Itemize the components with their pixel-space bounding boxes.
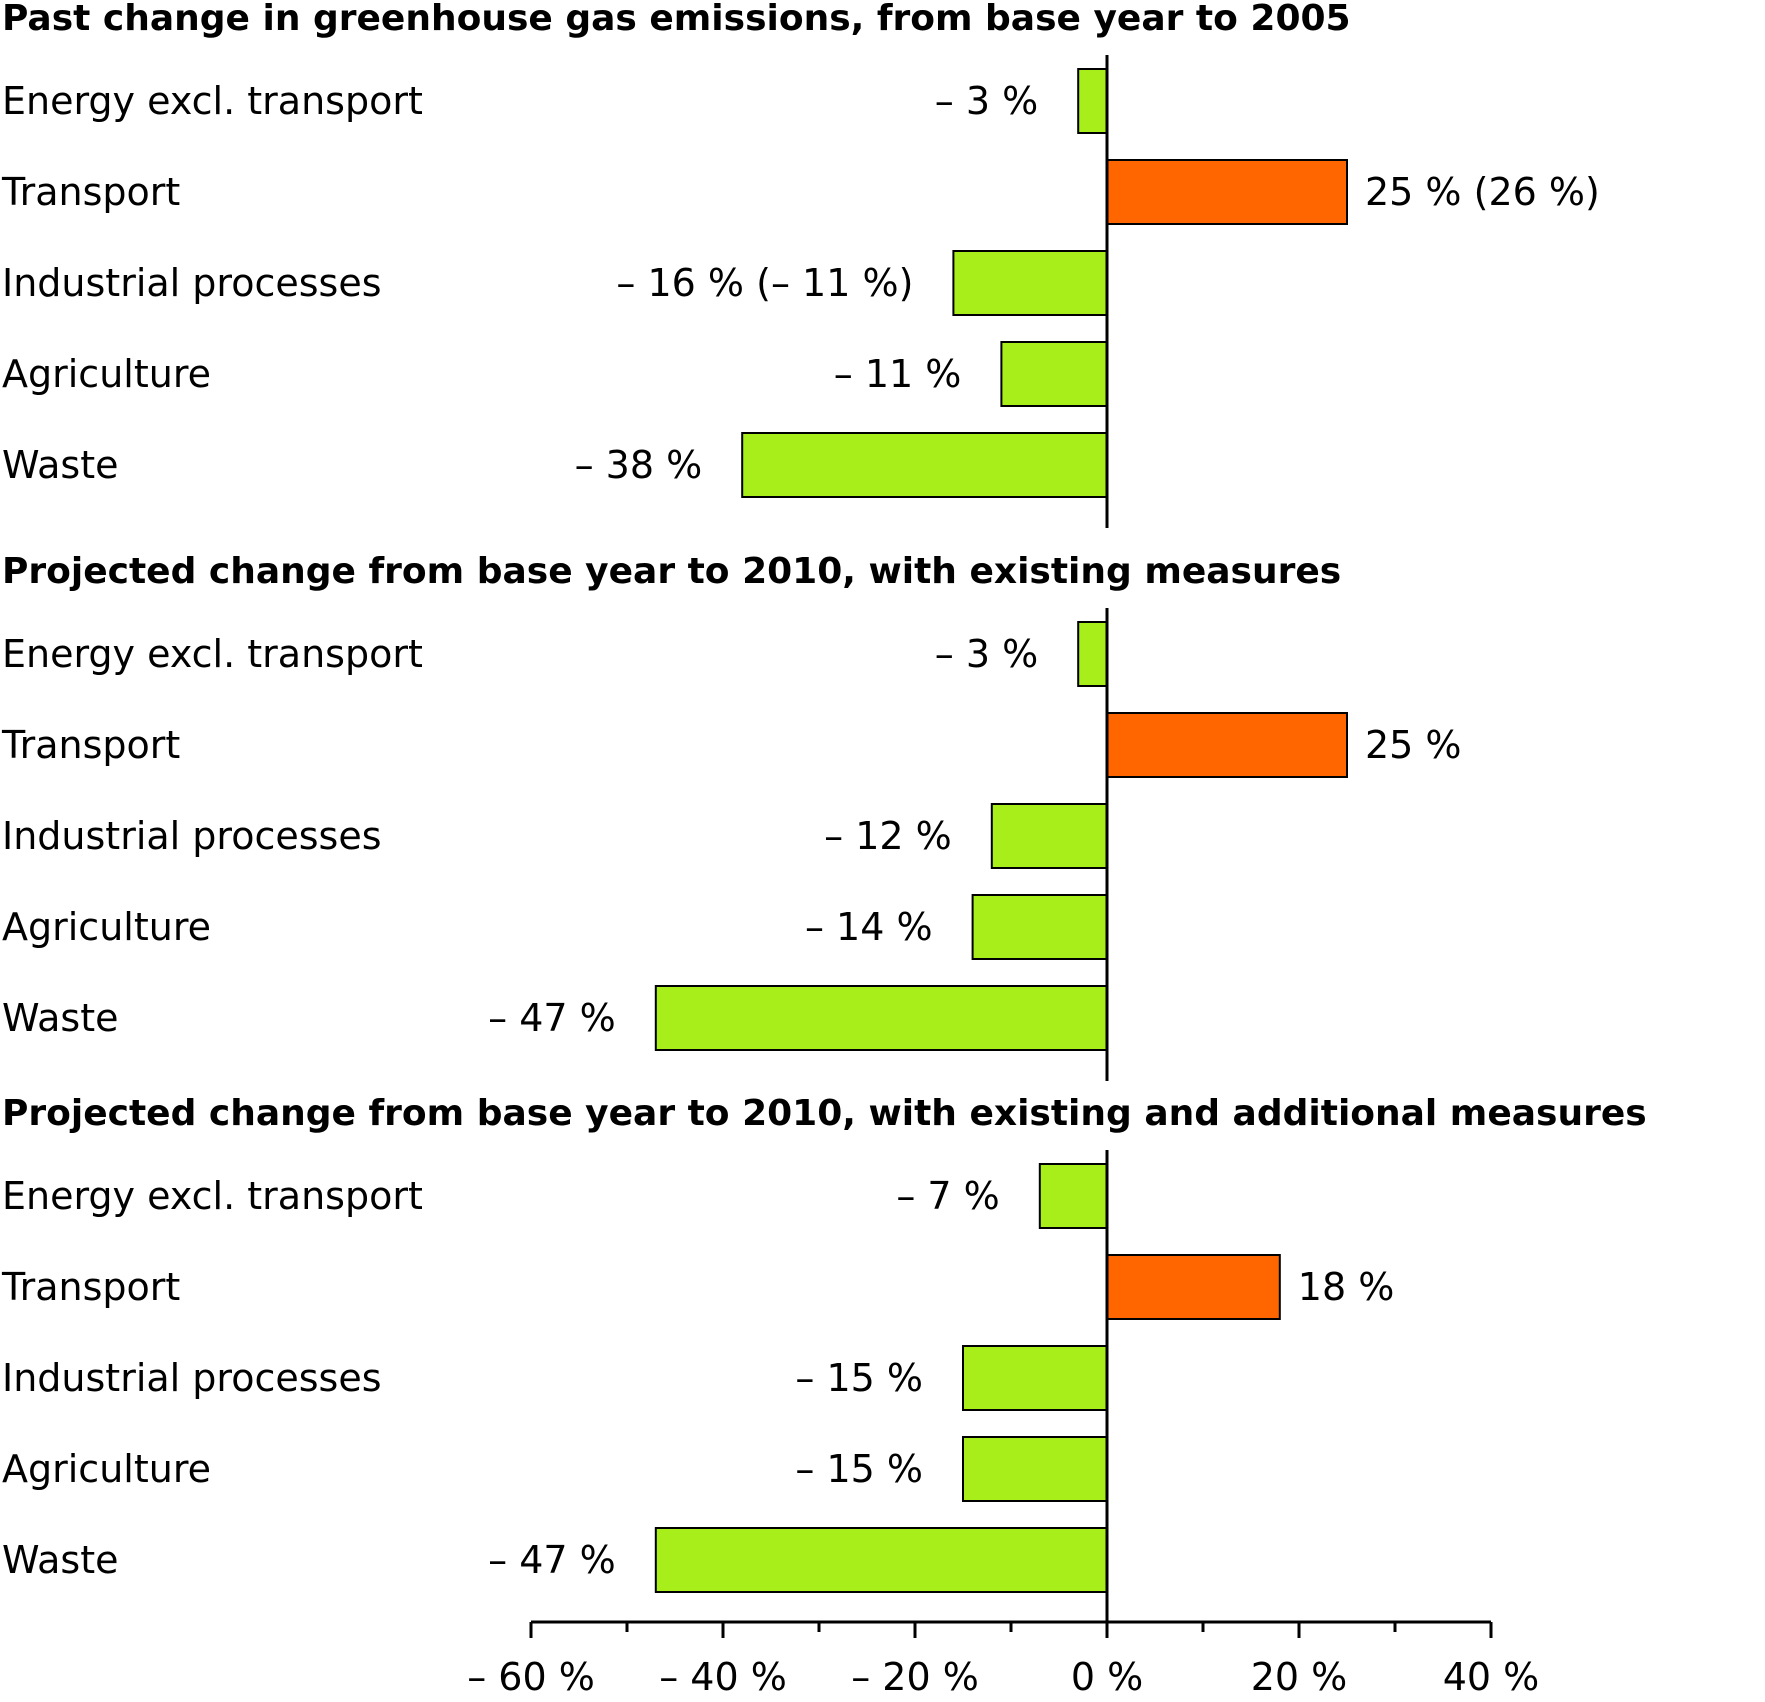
category-label: Waste (2, 1538, 119, 1582)
category-label: Industrial processes (2, 261, 382, 305)
category-label: Industrial processes (2, 1356, 382, 1400)
category-label: Transport (1, 723, 180, 767)
value-label: 25 % (1365, 723, 1462, 767)
category-label: Transport (1, 1265, 180, 1309)
value-label: 25 % (26 %) (1365, 170, 1600, 214)
bar (990, 803, 1108, 869)
value-label: – 7 % (896, 1174, 999, 1218)
value-label: – 12 % (824, 814, 952, 858)
bar (952, 250, 1109, 316)
value-label: – 16 % (– 11 %) (616, 261, 913, 305)
value-label: – 15 % (795, 1447, 923, 1491)
bar (741, 432, 1108, 498)
bar (1038, 1163, 1109, 1229)
x-tick-label: – 60 % (467, 1655, 595, 1697)
category-label: Agriculture (2, 1447, 211, 1491)
bar (1077, 621, 1108, 687)
panel-title: Projected change from base year to 2010,… (2, 551, 1341, 592)
panel-3: Projected change from base year to 2010,… (1, 1093, 1647, 1622)
x-tick-label: 40 % (1443, 1655, 1540, 1697)
panel-1: Past change in greenhouse gas emissions,… (1, 0, 1600, 528)
value-label: – 3 % (935, 632, 1038, 676)
category-label: Waste (2, 443, 119, 487)
x-tick-label: – 40 % (659, 1655, 787, 1697)
value-label: – 11 % (834, 352, 962, 396)
bar (1106, 1254, 1281, 1320)
category-label: Industrial processes (2, 814, 382, 858)
bar (654, 985, 1108, 1051)
bar (1077, 68, 1108, 134)
category-label: Energy excl. transport (2, 1174, 423, 1218)
bar (962, 1436, 1108, 1502)
x-axis: – 60 % – 40 % – 20 % 0 % 20 % 40 % (467, 1620, 1540, 1699)
value-label: – 15 % (795, 1356, 923, 1400)
x-tick-label: 20 % (1251, 1655, 1348, 1697)
category-label: Energy excl. transport (2, 79, 423, 123)
panel-2: Projected change from base year to 2010,… (1, 551, 1462, 1081)
x-tick-label: 0 % (1071, 1655, 1143, 1697)
category-label: Agriculture (2, 905, 211, 949)
category-label: Waste (2, 996, 119, 1040)
value-label: – 47 % (488, 996, 616, 1040)
category-label: Agriculture (2, 352, 211, 396)
bar (1106, 159, 1348, 225)
category-label: Transport (1, 170, 180, 214)
value-label: 18 % (1298, 1265, 1395, 1309)
value-label: – 38 % (575, 443, 703, 487)
bar (1106, 712, 1348, 778)
bar (962, 1345, 1108, 1411)
value-label: – 47 % (488, 1538, 616, 1582)
category-label: Energy excl. transport (2, 632, 423, 676)
bar (654, 1527, 1108, 1593)
panel-title: Projected change from base year to 2010,… (2, 1093, 1647, 1134)
panel-title: Past change in greenhouse gas emissions,… (2, 0, 1351, 39)
bar (1000, 341, 1109, 407)
value-label: – 14 % (805, 905, 933, 949)
bar (971, 894, 1108, 960)
x-tick-label: – 20 % (851, 1655, 979, 1697)
value-label: – 3 % (935, 79, 1038, 123)
